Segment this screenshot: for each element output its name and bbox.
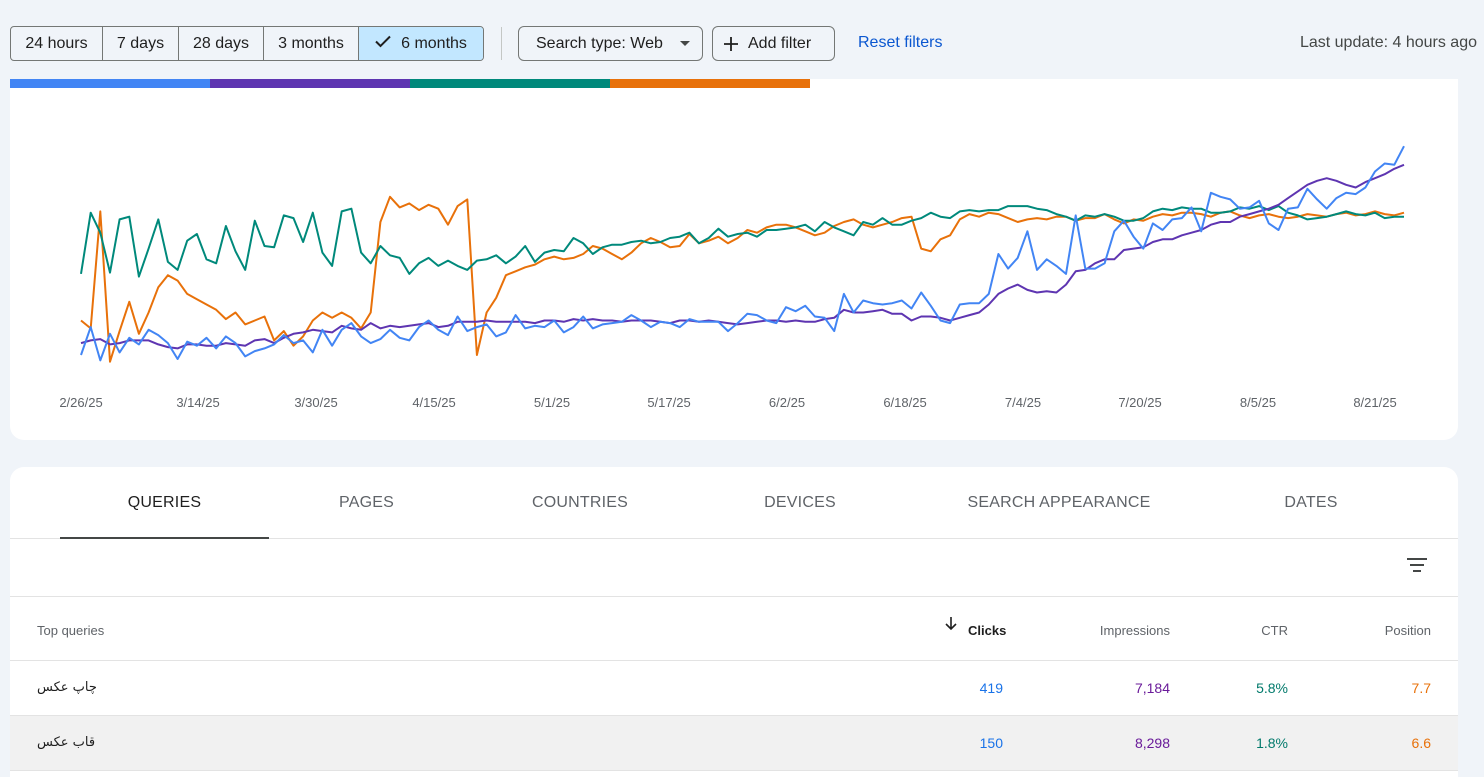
col-top-queries[interactable]: Top queries [37,623,105,638]
impressions-value: 8,298 [1134,735,1170,751]
position-series-line [80,195,1405,363]
x-tick-label: 5/1/25 [534,395,570,410]
checkmark-icon [375,35,391,52]
ctr-metric-bar [410,79,610,88]
impressions-value: 7,184 [1134,680,1170,696]
table-row[interactable]: قاب عکس 150 8,298 1.8% 6.6 [10,716,1458,771]
dropdown-caret-icon [680,41,690,46]
performance-line-chart[interactable]: 2/26/25 3/14/25 3/30/25 4/15/25 5/1/25 5/17/2… [10,79,1458,440]
dimension-tabs: QUERIES PAGES COUNTRIES DEVICES SEARCH A… [10,467,1458,539]
position-value: 7.7 [1411,680,1431,696]
tab-dates[interactable]: DATES [1284,494,1338,511]
reset-filters-link[interactable]: Reset filters [858,34,943,51]
date-range-selector: 24 hours 7 days 28 days 3 months 6 month… [10,26,484,61]
range-3-months-button[interactable]: 3 months [264,27,359,60]
tab-queries[interactable]: QUERIES [60,467,269,539]
range-label: 6 months [401,34,467,52]
x-tick-label: 4/15/25 [412,395,455,410]
col-clicks[interactable]: Clicks [968,623,1007,638]
x-tick-label: 8/5/25 [1240,395,1276,410]
toolbar-divider [501,27,502,60]
clicks-value: 419 [979,680,1003,696]
search-type-dropdown[interactable]: Search type: Web [518,26,703,61]
col-impressions[interactable]: Impressions [1099,623,1170,638]
ctr-value: 1.8% [1256,735,1288,751]
range-label: 28 days [192,34,250,52]
last-update-text: Last update: 4 hours ago [1299,34,1477,51]
report-table-card: QUERIES PAGES COUNTRIES DEVICES SEARCH A… [10,467,1458,777]
ctr-series-line [80,205,1404,278]
col-ctr[interactable]: CTR [1261,623,1288,638]
filter-rows-icon[interactable] [1406,557,1428,575]
range-6-months-button[interactable]: 6 months [359,27,483,60]
query-text: چاپ عکس [37,680,97,695]
range-28-days-button[interactable]: 28 days [179,27,264,60]
clicks-value: 150 [979,735,1003,751]
tab-pages[interactable]: PAGES [339,494,394,511]
col-position[interactable]: Position [1384,623,1431,638]
tab-countries[interactable]: COUNTRIES [531,494,629,511]
add-filter-button[interactable]: Add filter [712,26,835,61]
query-text: قاب عکس [37,735,96,750]
position-value: 6.6 [1411,735,1431,751]
x-tick-label: 7/4/25 [1005,395,1041,410]
x-tick-label: 7/20/25 [1118,395,1161,410]
tab-devices[interactable]: DEVICES [764,494,836,511]
impressions-series-line [80,163,1405,350]
x-tick-label: 8/21/25 [1353,395,1396,410]
ctr-value: 5.8% [1256,680,1288,696]
range-label: 7 days [116,34,165,52]
position-metric-bar [610,79,810,88]
search-type-label: Search type: Web [536,34,663,52]
performance-chart-card: 2/26/25 3/14/25 3/30/25 4/15/25 5/1/25 5/17/2… [10,79,1458,440]
table-filter-row [10,539,1458,597]
range-label: 24 hours [25,34,88,52]
x-tick-label: 5/17/25 [647,395,690,410]
x-tick-label: 3/14/25 [176,395,219,410]
range-24-hours-button[interactable]: 24 hours [11,27,103,60]
toolbar: 24 hours 7 days 28 days 3 months 6 month… [0,0,1484,80]
range-label: 3 months [278,34,344,52]
add-filter-label: Add filter [748,34,812,52]
clicks-series-line [80,145,1405,362]
impressions-metric-bar [210,79,410,88]
table-header: Top queries Clicks Impressions CTR Posit… [10,597,1458,661]
x-tick-label: 3/30/25 [294,395,337,410]
x-tick-label: 2/26/25 [59,395,102,410]
x-tick-label: 6/18/25 [883,395,926,410]
tab-search-appearance[interactable]: SEARCH APPEARANCE [967,494,1151,511]
table-row[interactable]: چاپ عکس 419 7,184 5.8% 7.7 [10,661,1458,716]
clicks-metric-bar [10,79,210,88]
x-tick-label: 6/2/25 [769,395,805,410]
sort-descending-icon[interactable] [945,617,957,636]
range-7-days-button[interactable]: 7 days [103,27,179,60]
plus-icon [724,33,738,55]
